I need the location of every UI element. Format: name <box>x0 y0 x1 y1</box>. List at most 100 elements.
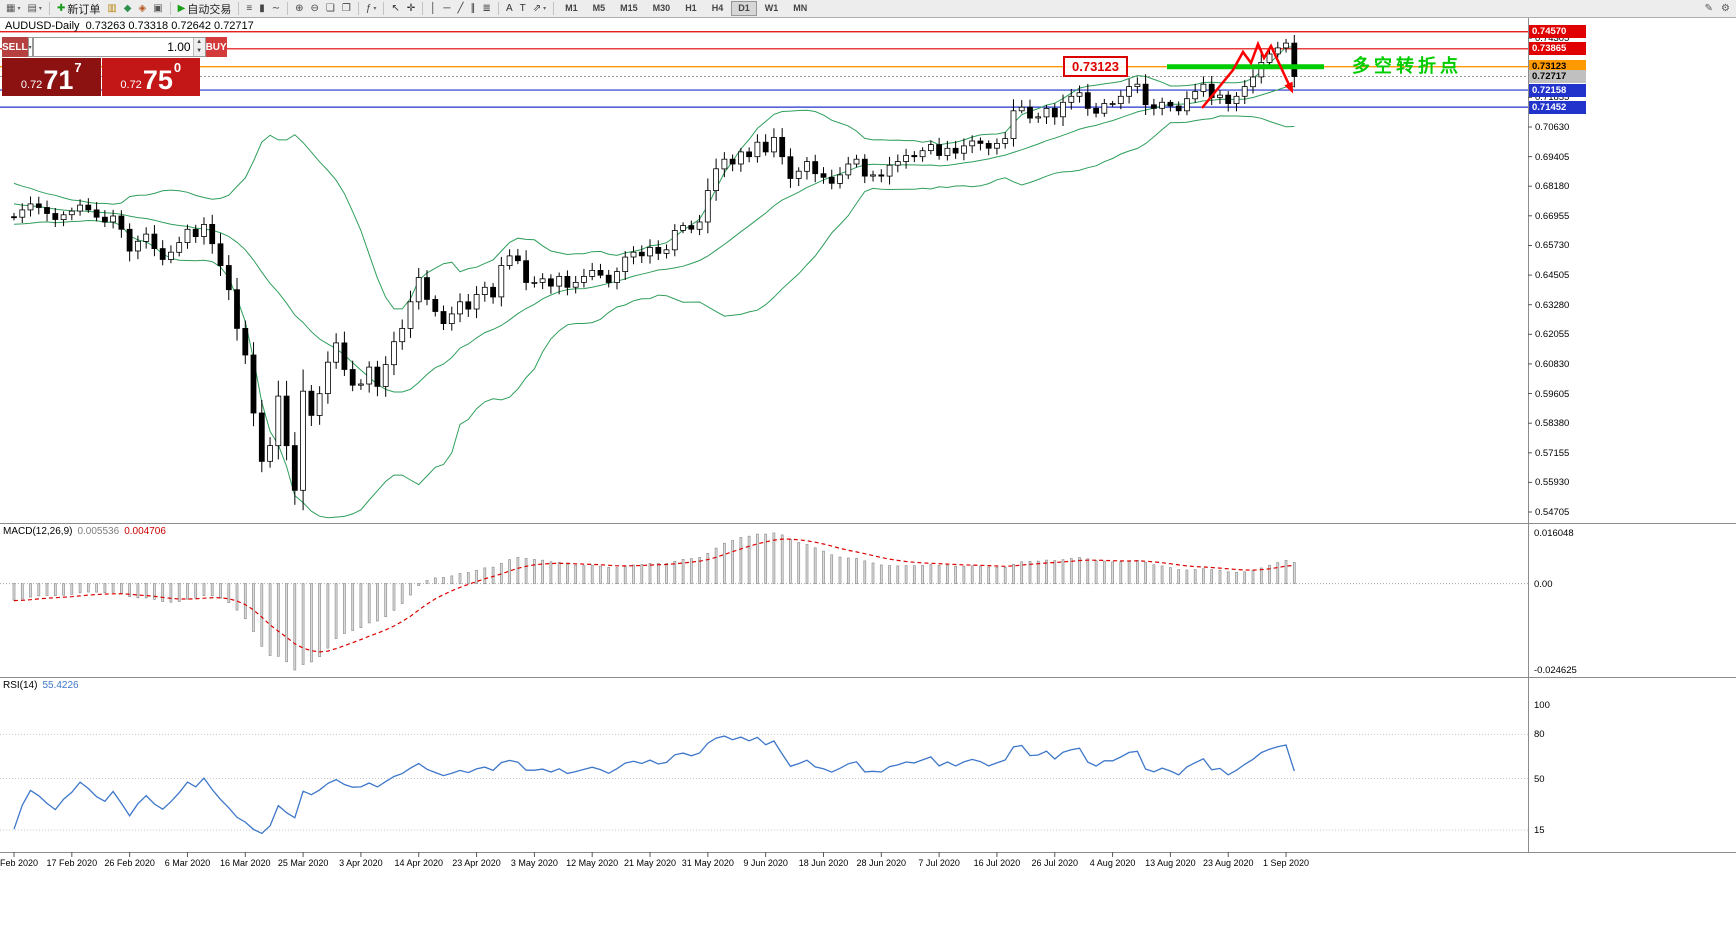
data-window-button[interactable]: ◆ <box>121 1 135 16</box>
arrows-button[interactable]: ⇗ ▾ <box>530 1 549 16</box>
indicators-icon: ƒ <box>365 2 372 14</box>
cascade-windows-button[interactable]: ❐ <box>339 1 354 16</box>
market-watch-button[interactable]: ▥ <box>104 1 119 16</box>
rsi-indicator-label: RSI(14) 55.4226 <box>3 680 79 691</box>
timeframe-m30-button[interactable]: M30 <box>652 3 671 13</box>
macd-panel-graphics <box>0 532 1528 671</box>
settings-icon: ⚙ <box>1721 2 1730 14</box>
toolbar-right-group: ✎ ⚙ <box>1702 1 1733 16</box>
timeframe-h1-button[interactable]: H1 <box>685 3 697 13</box>
macd-name: MACD(12,26,9) <box>3 526 73 537</box>
chart-title: AUDUSD-Daily 0.73263 0.73318 0.72642 0.72… <box>5 20 254 32</box>
zoom-in-button[interactable]: ⊕ <box>292 1 306 16</box>
text-icon: A <box>505 2 513 14</box>
text-label-button[interactable]: T <box>517 1 529 16</box>
momentum-arrow[interactable] <box>1201 40 1293 109</box>
main-toolbar: ▦ ▾ ▤ ▾ ✚ 新订单 ▥ ◆ ◈ ▣ ▶ 自动交易 ≡ ▮ ∼ ⊕ ⊖ ❏ ❐ ƒ ▾ ↖ ✛ │ ─ ╱ ∥ ≣ A T ⇗ ▾ M1 M… <box>0 0 1736 18</box>
volume-input[interactable] <box>33 38 193 56</box>
pivot-price-callout[interactable]: 0.73123 <box>1063 56 1128 77</box>
macd-main-value: 0.005536 <box>77 526 120 537</box>
candlesticks <box>11 35 1298 511</box>
buy-price-big-figure: 0.72 <box>120 79 142 91</box>
cursor-icon: ↖ <box>391 2 400 14</box>
chart-annotations[interactable] <box>1167 40 1324 109</box>
toolbar-separator <box>238 2 240 15</box>
turning-point-note[interactable]: 多空转折点 <box>1352 56 1462 76</box>
spin-up-icon[interactable]: ▲ <box>193 38 205 47</box>
settings-button[interactable]: ⚙ <box>1718 1 1733 16</box>
market-watch-icon: ▥ <box>107 2 117 14</box>
chevron-down-icon: ▾ <box>543 6 547 12</box>
navigator-button[interactable]: ◈ <box>135 1 149 16</box>
bar-chart-icon: ≡ <box>246 2 253 14</box>
chevron-down-icon: ▾ <box>38 6 42 12</box>
volume-preset-dropdown[interactable]: ▾ <box>27 37 33 57</box>
toolbar-separator <box>553 2 555 15</box>
horizontal-line-icon: ─ <box>443 2 451 14</box>
cursor-button[interactable]: ↖ <box>388 1 402 16</box>
tile-windows-icon: ❏ <box>325 2 335 14</box>
axis-ticks <box>13 37 1532 857</box>
buy-price-box[interactable]: 0.72 75 0 <box>101 58 200 96</box>
candlestick-chart-button[interactable]: ▮ <box>256 1 268 16</box>
sell-price-point: 7 <box>74 60 82 75</box>
candlestick-chart-icon: ▮ <box>259 2 265 14</box>
data-window-icon: ◆ <box>123 2 132 14</box>
new-order-button[interactable]: ✚ 新订单 <box>54 1 103 16</box>
terminal-button[interactable]: ▣ <box>150 1 165 16</box>
timeframe-m1-button[interactable]: M1 <box>565 3 578 13</box>
one-click-trade-panel: SELL ▾ ▲ ▼ BUY 0.72 71 7 0.72 75 0 <box>2 37 227 96</box>
spin-down-icon[interactable]: ▼ <box>193 47 205 56</box>
chevron-down-icon: ▾ <box>373 6 377 12</box>
toolbar-separator <box>383 2 385 15</box>
timeframe-m15-button[interactable]: M15 <box>620 3 638 13</box>
line-chart-button[interactable]: ∼ <box>269 1 283 16</box>
chevron-down-icon: ▾ <box>17 6 21 12</box>
timeframe-d1-button[interactable]: D1 <box>731 1 757 16</box>
equidistant-channel-button[interactable]: ∥ <box>468 1 479 16</box>
draw-button[interactable]: ✎ <box>1702 1 1716 16</box>
arrows-icon: ⇗ <box>532 2 542 14</box>
fibonacci-retracement-button[interactable]: ≣ <box>480 1 494 16</box>
tile-windows-button[interactable]: ❏ <box>323 1 338 16</box>
trade-panel-prices: 0.72 71 7 0.72 75 0 <box>2 58 200 96</box>
toolbar-separator <box>422 2 424 15</box>
symbol-period-label: AUDUSD-Daily <box>5 20 80 32</box>
sell-price-box[interactable]: 0.72 71 7 <box>2 58 101 96</box>
volume-field-wrap: ▲ ▼ <box>32 37 206 57</box>
buy-price-point: 0 <box>173 60 182 75</box>
bar-chart-button[interactable]: ≡ <box>243 1 255 16</box>
text-button[interactable]: A <box>503 1 516 16</box>
trendline-button[interactable]: ╱ <box>455 1 467 16</box>
timeframe-mn-button[interactable]: MN <box>793 3 808 13</box>
timeframe-w1-button[interactable]: W1 <box>764 3 779 13</box>
rsi-panel-graphics <box>0 733 1528 835</box>
horizontal-level-lines[interactable] <box>0 31 1528 108</box>
volume-spinner: ▲ ▼ <box>192 38 205 56</box>
macd-indicator-label: MACD(12,26,9) 0.005536 0.004706 <box>3 526 166 537</box>
buy-button[interactable]: BUY <box>205 37 227 57</box>
crosshair-button[interactable]: ✛ <box>404 1 418 16</box>
profiles-icon: ▤ <box>27 2 37 14</box>
zoom-out-button[interactable]: ⊖ <box>307 1 321 16</box>
trendline-icon: ╱ <box>457 2 464 14</box>
vertical-line-icon: │ <box>430 2 437 14</box>
macd-signal-line <box>13 538 1295 653</box>
timeframe-m5-button[interactable]: M5 <box>592 3 606 13</box>
new-chart-button[interactable]: ▦ ▾ <box>3 1 23 16</box>
auto-trading-button[interactable]: ▶ 自动交易 <box>175 1 235 16</box>
line-chart-icon: ∼ <box>271 2 281 14</box>
macd-signal-value: 0.004706 <box>124 526 166 537</box>
horizontal-line-button[interactable]: ─ <box>440 1 453 16</box>
buy-price-pips: 75 <box>142 65 173 95</box>
timeframe-h4-button[interactable]: H4 <box>711 3 724 13</box>
terminal-icon: ▣ <box>153 2 163 14</box>
sell-button[interactable]: SELL <box>2 37 28 57</box>
indicators-button[interactable]: ƒ ▾ <box>363 1 380 16</box>
zoom-in-icon: ⊕ <box>295 2 304 14</box>
rsi-name: RSI(14) <box>3 680 38 691</box>
new-chart-icon: ▦ <box>6 2 16 14</box>
profiles-button[interactable]: ▤ ▾ <box>24 1 44 16</box>
vertical-line-button[interactable]: │ <box>427 1 439 16</box>
